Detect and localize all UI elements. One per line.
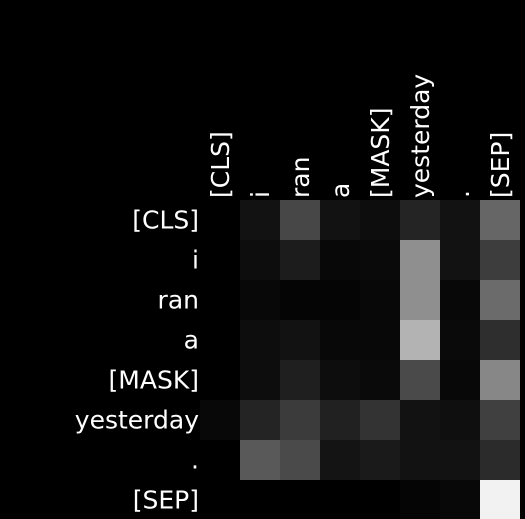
heatmap-cell-r4-c2 (280, 360, 320, 400)
heatmap-cell-r2-c5 (400, 280, 440, 320)
heatmap-cell-r3-c2 (280, 320, 320, 360)
heatmap-cell-r0-c7 (480, 200, 520, 240)
column-label: [CLS] (206, 131, 235, 198)
heatmap-cell-r6-c0 (200, 440, 240, 480)
column-label: [SEP] (486, 132, 515, 198)
heatmap-cell-r1-c1 (240, 240, 280, 280)
heatmap-cell-r5-c7 (480, 400, 520, 440)
heatmap-cell-r4-c6 (440, 360, 480, 400)
row-label: . (191, 446, 199, 475)
row-label: ran (158, 286, 199, 315)
heatmap-cell-r7-c4 (360, 480, 400, 519)
heatmap-cell-r2-c4 (360, 280, 400, 320)
heatmap-cell-r3-c6 (440, 320, 480, 360)
heatmap-cell-r0-c6 (440, 200, 480, 240)
row-label: [MASK] (109, 366, 199, 395)
heatmap-cell-r3-c7 (480, 320, 520, 360)
heatmap-cell-r5-c4 (360, 400, 400, 440)
heatmap-cell-r2-c2 (280, 280, 320, 320)
heatmap-cell-r2-c0 (200, 280, 240, 320)
heatmap-cell-r0-c4 (360, 200, 400, 240)
heatmap-cell-r6-c5 (400, 440, 440, 480)
column-label: yesterday (406, 74, 435, 198)
column-label: . (446, 190, 475, 198)
heatmap-cell-r1-c3 (320, 240, 360, 280)
heatmap-cell-r2-c7 (480, 280, 520, 320)
heatmap-cell-r0-c3 (320, 200, 360, 240)
heatmap-cell-r5-c1 (240, 400, 280, 440)
heatmap-cell-r3-c3 (320, 320, 360, 360)
heatmap-cell-r6-c3 (320, 440, 360, 480)
heatmap-cell-r0-c2 (280, 200, 320, 240)
heatmap-cell-r0-c5 (400, 200, 440, 240)
heatmap-cell-r7-c2 (280, 480, 320, 519)
heatmap-cell-r4-c3 (320, 360, 360, 400)
column-label: ran (286, 157, 315, 198)
heatmap-cell-r4-c4 (360, 360, 400, 400)
row-label: i (192, 246, 199, 275)
row-labels: [CLS] i ran a [MASK] yesterday. [SEP] (75, 206, 199, 515)
heatmap-cell-r6-c4 (360, 440, 400, 480)
heatmap-cell-r4-c1 (240, 360, 280, 400)
heatmap-cell-r5-c5 (400, 400, 440, 440)
heatmap-cell-r2-c1 (240, 280, 280, 320)
heatmap-cell-r0-c1 (240, 200, 280, 240)
heatmap-cell-r6-c1 (240, 440, 280, 480)
heatmap-cell-r4-c0 (200, 360, 240, 400)
heatmap-cell-r1-c7 (480, 240, 520, 280)
heatmap-cell-r7-c7 (480, 480, 520, 519)
heatmap-cell-r5-c0 (200, 400, 240, 440)
heatmap-cell-r4-c5 (400, 360, 440, 400)
heatmap-cell-r5-c3 (320, 400, 360, 440)
heatmap-cell-r6-c6 (440, 440, 480, 480)
heatmap-cell-r0-c0 (200, 200, 240, 240)
column-label: [MASK] (366, 108, 395, 198)
heatmap-cell-r3-c1 (240, 320, 280, 360)
row-label: [SEP] (133, 486, 199, 515)
heatmap-cell-r6-c2 (280, 440, 320, 480)
heatmap-cell-r1-c4 (360, 240, 400, 280)
heatmap-cell-r1-c0 (200, 240, 240, 280)
column-label: i (246, 191, 275, 198)
heatmap-cell-r1-c6 (440, 240, 480, 280)
heatmap-cell-r6-c7 (480, 440, 520, 480)
heatmap-cell-r3-c4 (360, 320, 400, 360)
column-label: a (326, 183, 355, 198)
row-label: a (184, 326, 199, 355)
heatmap-cell-r7-c6 (440, 480, 480, 519)
column-labels: [CLS] i ran a [MASK] yesterday. [SEP] (206, 74, 515, 198)
heatmap-cell-r1-c5 (400, 240, 440, 280)
heatmap-cell-r5-c6 (440, 400, 480, 440)
heatmap-cell-r1-c2 (280, 240, 320, 280)
row-label: [CLS] (132, 206, 199, 235)
heatmap-cells (200, 200, 520, 519)
heatmap-cell-r7-c1 (240, 480, 280, 519)
heatmap-cell-r3-c5 (400, 320, 440, 360)
heatmap-cell-r7-c3 (320, 480, 360, 519)
heatmap-cell-r7-c5 (400, 480, 440, 519)
heatmap-cell-r4-c7 (480, 360, 520, 400)
heatmap-cell-r5-c2 (280, 400, 320, 440)
heatmap-cell-r3-c0 (200, 320, 240, 360)
heatmap-cell-r2-c3 (320, 280, 360, 320)
heatmap-cell-r2-c6 (440, 280, 480, 320)
row-label: yesterday (75, 406, 199, 435)
heatmap-cell-r7-c0 (200, 480, 240, 519)
